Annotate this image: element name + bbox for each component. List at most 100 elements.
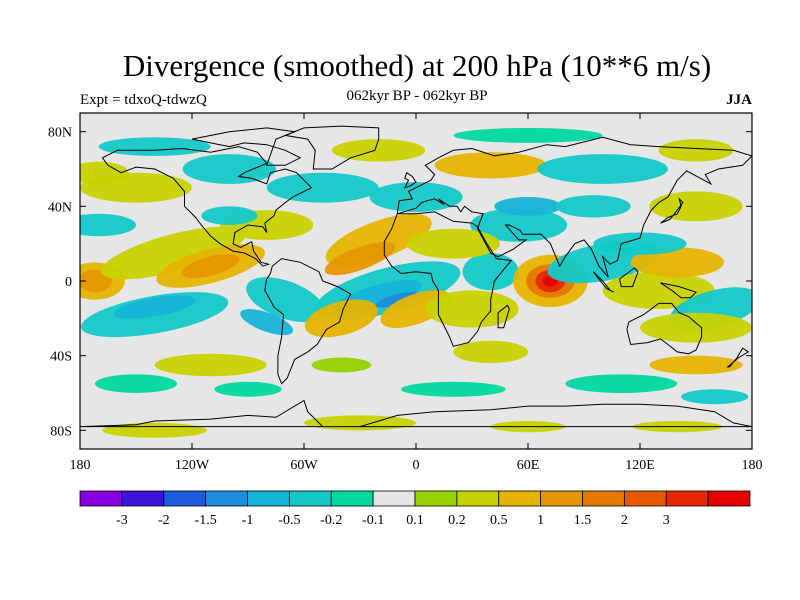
colorbar-label: 3 [663, 513, 670, 528]
x-tick-label: 180 [70, 458, 91, 473]
field-blob [453, 340, 528, 364]
field-blob [182, 154, 276, 184]
coast-australia [626, 302, 703, 355]
y-tick-label: 0 [65, 275, 72, 290]
field-blob [401, 381, 506, 397]
field-blob [80, 161, 129, 184]
colorbar-label: -3 [116, 513, 128, 528]
field-blob [470, 208, 568, 242]
colorbar-label: -1 [242, 513, 254, 528]
field-blob [658, 139, 734, 162]
colorbar-label: -1.5 [195, 513, 217, 528]
x-tick-label: 120E [625, 458, 655, 473]
colorbar-label: 1 [537, 513, 544, 528]
coastlines [80, 125, 752, 428]
colorbar-label: 0.1 [406, 513, 424, 528]
colorbar-box [205, 490, 248, 507]
coast-antarctica [80, 399, 752, 428]
field-blob [324, 242, 396, 276]
season-label: JJA [726, 92, 752, 108]
field-blob [80, 213, 136, 237]
coast-new-guinea [660, 282, 697, 299]
colorbar-label: -0.5 [278, 513, 300, 528]
field-blob [462, 252, 519, 291]
coast-britain [403, 171, 417, 189]
colorbar-box [330, 490, 374, 507]
experiment-label: Expt = tdxoQ-tdwzQ [80, 92, 207, 108]
colorbar-label: 0.5 [490, 513, 508, 528]
colorbar-box [665, 490, 709, 507]
coast-south-america [264, 258, 352, 385]
colorbar-box [456, 490, 500, 507]
x-tick-label: 60E [517, 458, 540, 473]
field-blob [369, 182, 463, 212]
coast-greenland [283, 125, 380, 170]
colorbar-box [79, 490, 123, 507]
field-blob [98, 137, 211, 156]
field-blob [649, 355, 743, 375]
colorbar-box [707, 490, 751, 507]
field-blob [304, 415, 416, 431]
coast-arctic-islands [191, 127, 302, 166]
colorbar-box [247, 490, 290, 507]
field-blob [494, 197, 562, 216]
coast-north-america [101, 146, 313, 267]
divergence-field [80, 127, 752, 438]
field-blob [453, 127, 603, 143]
field-blob [556, 195, 631, 218]
field-blob [602, 271, 715, 310]
field-blob [537, 154, 669, 184]
colorbar-box [288, 490, 332, 507]
field-blob [201, 206, 258, 226]
colorbar-label: -2 [158, 513, 170, 528]
field-blob [640, 312, 752, 343]
field-blob [649, 191, 743, 222]
colorbar-box [372, 490, 416, 507]
coast-madagascar [497, 304, 510, 329]
field-blob [246, 277, 325, 323]
field-blob [332, 139, 426, 162]
colorbar-box [414, 490, 458, 507]
y-tick-label: 80S [50, 424, 72, 439]
field-blob [434, 152, 547, 179]
field-blob [311, 357, 372, 373]
x-tick-label: 180 [742, 458, 763, 473]
coast-japan [660, 197, 684, 224]
x-tick-label: 60W [290, 458, 318, 473]
coast-sumatra [592, 271, 615, 293]
coast-africa [383, 211, 513, 347]
coast-borneo [618, 267, 639, 288]
field-blob [565, 374, 678, 393]
field-blob [240, 309, 294, 336]
field-blob [101, 226, 246, 280]
field-blob [406, 228, 501, 259]
colorbar-box [498, 490, 542, 507]
colorbar-box [582, 490, 625, 507]
colorbar-box [163, 490, 207, 507]
x-tick-label: 0 [413, 458, 420, 473]
y-tick-label: 80N [48, 126, 72, 141]
colorbar-label: 2 [621, 513, 628, 528]
plot-title: Divergence (smoothed) at 200 hPa (10**6 … [122, 48, 712, 83]
field-blob [266, 172, 379, 203]
axis-ticks: 180 120W 60W 0 60E 120E 180 80N 40N 0 40S 80S [48, 113, 763, 473]
colorbar-label: 1.5 [574, 513, 592, 528]
colorbar-box [540, 490, 583, 507]
coast-eurasia [396, 136, 752, 278]
field-blob [305, 299, 378, 338]
field-blob [425, 290, 519, 328]
field-blob [114, 295, 196, 319]
field-blob [94, 374, 178, 393]
colorbar-box [623, 490, 667, 507]
field-blob [681, 389, 749, 405]
colorbar-label: -0.2 [320, 513, 342, 528]
field-blob [154, 353, 267, 377]
y-tick-label: 40S [50, 350, 72, 365]
colorbar-box [121, 490, 165, 507]
field-blob [375, 291, 420, 308]
field-blob [214, 381, 282, 397]
coast-new-zealand [726, 347, 750, 368]
plot-subtitle: 062kyr BP - 062kyr BP [346, 88, 488, 104]
colorbar: -3 -2 -1.5 -1 -0.5 -0.2 -0.1 0.1 0.2 0.5 1 1.5 2 3 [79, 490, 751, 528]
